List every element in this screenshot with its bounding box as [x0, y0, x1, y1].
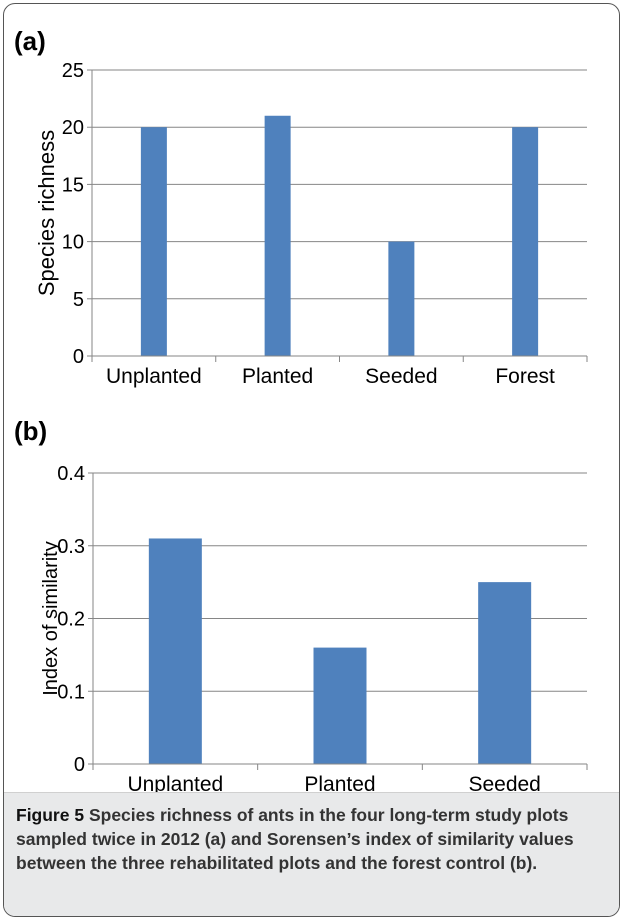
y-tick-label: 5	[73, 289, 84, 311]
y-tick-label: 0.1	[57, 681, 85, 703]
bar	[140, 127, 167, 356]
panel-label-a: (a)	[14, 26, 46, 56]
y-tick-label: 0	[73, 346, 84, 368]
chart-panel-a: (a) 0 5 10 15 20 25 Unplanted Planted Seeded Fore…	[4, 4, 619, 404]
y-axis-label: Species richness	[34, 130, 59, 296]
bar	[388, 241, 415, 356]
figure-caption: Figure 5 Species richness of ants in the…	[16, 803, 609, 875]
x-tick-label: Seeded	[468, 773, 540, 794]
figure-caption-text: Species richness of ants in the four lon…	[16, 805, 574, 873]
bar	[478, 582, 532, 764]
figure-label: Figure 5	[16, 805, 85, 825]
bar	[264, 115, 291, 356]
bar	[313, 647, 367, 764]
figure-frame: (a) 0 5 10 15 20 25 Unplanted Planted Seeded Fore…	[3, 3, 620, 917]
x-tick-label: Seeded	[365, 365, 437, 388]
y-tick-label: 20	[62, 117, 84, 139]
y-tick-label: 0.3	[57, 536, 85, 558]
x-tick-label: Unplanted	[106, 365, 202, 388]
bar	[148, 538, 202, 764]
y-tick-label: 15	[62, 174, 84, 196]
figure-caption-box: Figure 5 Species richness of ants in the…	[4, 792, 619, 916]
panel-label-b: (b)	[14, 416, 48, 446]
chart-a-svg: 0 5 10 15 20 25 Unplanted Planted Seeded Forest Sp…	[34, 60, 588, 388]
chart-b-svg: 0 0.1 0.2 0.3 0.4 Unplanted Planted Seeded Index…	[40, 463, 588, 794]
bar	[512, 127, 539, 356]
y-tick-label: 0	[74, 754, 85, 776]
y-tick-label: 10	[62, 232, 84, 254]
y-tick-label: 0.2	[57, 609, 85, 631]
x-tick-label: Planted	[242, 365, 313, 388]
x-tick-label: Planted	[304, 773, 375, 794]
y-tick-label: 0.4	[57, 463, 85, 485]
y-tick-label: 25	[62, 60, 84, 82]
chart-panel-b: (b) 0 0.1 0.2 0.3 0.4 Unplanted Planted Seeded I…	[4, 404, 619, 794]
x-tick-label: Forest	[495, 365, 555, 388]
y-axis-label: Index of similarity	[40, 541, 62, 696]
x-tick-label: Unplanted	[127, 773, 223, 794]
